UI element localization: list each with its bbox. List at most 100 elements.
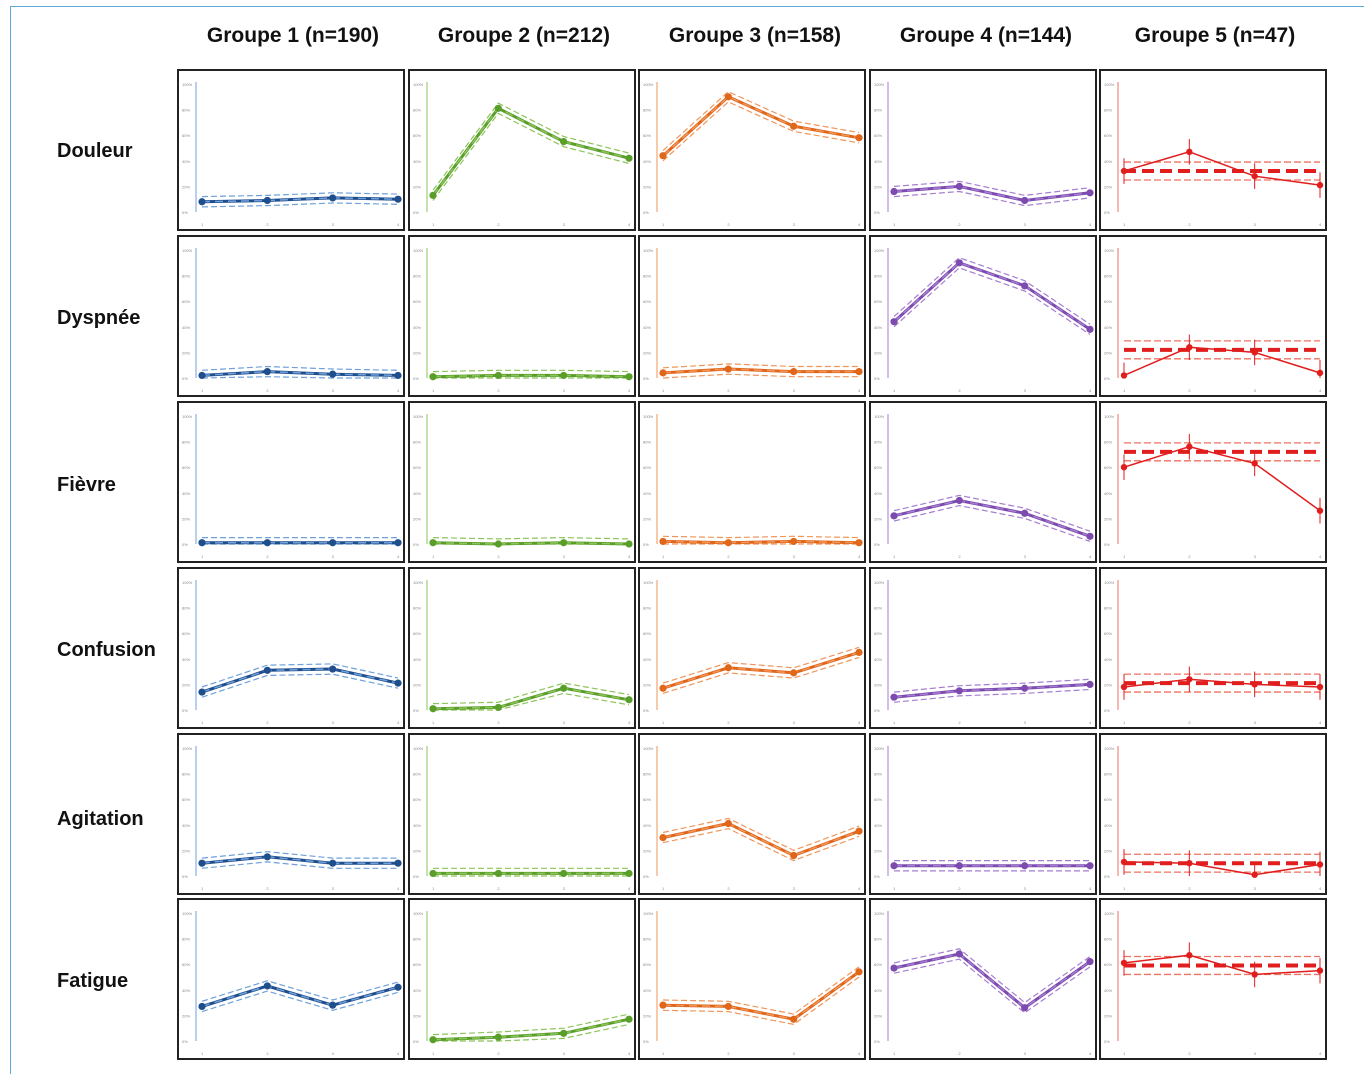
- panel-dyspnee-g2-y-tick: 80%: [413, 274, 421, 279]
- panel-dyspnee-g4-y-tick: 20%: [874, 350, 882, 355]
- panel-confusion-g3-x-tick: 4: [858, 720, 861, 725]
- panel-fatigue-g4-x-tick: 4: [1089, 1051, 1092, 1056]
- panel-fatigue-g1-x-tick: 2: [266, 1051, 269, 1056]
- figure-frame: [10, 6, 1364, 1074]
- panel-fievre-g1-point-2: [263, 539, 271, 547]
- panel-dyspnee-g3-point-4: [855, 368, 863, 376]
- panel-douleur-g2-point-3: [560, 138, 568, 146]
- panel-dyspnee-g4-point-3: [1021, 282, 1029, 290]
- panel-fievre-g3-point-3: [790, 537, 798, 546]
- panel-douleur-g3-point-4: [855, 134, 863, 142]
- panel-dyspnee-g3-point-3: [790, 368, 798, 376]
- panel-agitation-g1-ci-lower: [201, 861, 398, 869]
- panel-agitation-g5-x-tick: 1: [1123, 886, 1126, 891]
- panel-confusion-g4-point-2: [955, 687, 963, 695]
- panel-dyspnee-g4-ci-lower: [893, 267, 1091, 335]
- panel-fatigue-g4-y-tick: 100%: [874, 911, 885, 916]
- panel-confusion-g3-y-tick: 60%: [643, 631, 651, 636]
- panel-confusion-g1-y-tick: 0%: [182, 708, 188, 713]
- panel-fatigue-g1-x-tick: 4: [397, 1051, 400, 1056]
- panel-fatigue-g3-x-tick: 1: [662, 1051, 665, 1056]
- panel-fievre-g4-x-tick: 2: [958, 554, 961, 559]
- panel-confusion-g3-line: [662, 650, 860, 690]
- panel-fievre-g2-ci-upper: [432, 536, 630, 540]
- panel-agitation-g3-point-3: [790, 851, 798, 860]
- panel-agitation-g4-x-tick: 4: [1089, 886, 1092, 891]
- panel-fatigue-g1-y-tick: 100%: [182, 911, 193, 916]
- panel-agitation-g5-y-tick: 60%: [1104, 797, 1112, 802]
- panel-confusion-g4-x-tick: 2: [958, 720, 961, 725]
- panel-fievre-g5-x-tick: 3: [1254, 554, 1257, 559]
- panel-dyspnee-g5-x-tick: 3: [1254, 388, 1257, 393]
- panel-dyspnee-g2-frame: [408, 235, 636, 397]
- panel-dyspnee-g1-y-tick: 0%: [182, 376, 188, 381]
- panel-dyspnee-g3-ci-lower: [662, 373, 859, 379]
- panel-fatigue-g3-point-1: [659, 1001, 667, 1009]
- panel-confusion-g1-line: [201, 667, 399, 694]
- panel-douleur-g3-ci-upper: [662, 90, 860, 152]
- panel-fievre-g2-point-1: [429, 539, 437, 547]
- panel-douleur-g4-ci-lower: [893, 190, 1091, 207]
- panel-agitation-g5-frame: [1099, 733, 1327, 895]
- panel-fatigue-g4-point-4: [1086, 958, 1094, 966]
- panel-confusion-g3-x-tick: 2: [727, 720, 730, 725]
- panel-dyspnee-g1-point-2: [263, 368, 271, 376]
- panel-douleur-g1-y-tick: 0%: [182, 210, 188, 215]
- panel-fatigue-g2-y-tick: 0%: [413, 1039, 419, 1044]
- panel-douleur-g3-y-tick: 80%: [643, 108, 651, 113]
- panel-fatigue-g4-y-tick: 20%: [874, 1013, 882, 1018]
- panel-fatigue-g2-y-tick: 40%: [413, 988, 421, 993]
- panel-fatigue-g5-x-tick: 3: [1254, 1051, 1257, 1056]
- panel-douleur-g4-y-tick: 80%: [874, 108, 882, 113]
- panel-fievre-g1-y-tick: 100%: [182, 414, 193, 419]
- panel-douleur-g4-ci-upper: [893, 180, 1091, 197]
- panel-fatigue-g2-ci-lower: [433, 1023, 630, 1042]
- panel-dyspnee-g1-point-3: [329, 370, 337, 378]
- panel-dyspnee-g2-x-tick: 1: [432, 388, 435, 393]
- panel-douleur-g2-point-4: [625, 154, 633, 162]
- symptom-label-fatigue: Fatigue: [57, 970, 129, 992]
- panel-agitation-g2-point-2: [494, 869, 502, 878]
- panel-douleur-g1-y-tick: 80%: [182, 108, 190, 113]
- panel-agitation-g2-x-tick: 2: [497, 886, 500, 891]
- panel-dyspnee-g1-y-tick: 40%: [182, 325, 190, 330]
- panel-fatigue-g2-ci-upper: [432, 1013, 630, 1036]
- panel-agitation-g1-y-tick: 100%: [182, 746, 193, 751]
- panel-douleur-g5-line: [1123, 151, 1321, 186]
- panel-agitation-g5-point-2: [1186, 860, 1193, 867]
- panel-agitation-g1-point-3: [329, 859, 337, 867]
- panel-fatigue-g1-x-tick: 3: [332, 1051, 335, 1056]
- panel-confusion-g2-x-tick: 1: [432, 720, 435, 725]
- panel-agitation-g1-y-tick: 20%: [182, 848, 190, 853]
- panel-agitation-g2-y-tick: 60%: [413, 797, 421, 802]
- panel-confusion-g3-y-tick: 20%: [643, 682, 651, 687]
- panel-confusion-g2-fit: [432, 687, 630, 710]
- panel-dyspnee-g5-point-4: [1316, 369, 1324, 377]
- panel-agitation-g4-y-tick: 100%: [874, 746, 885, 751]
- panel-confusion-g5-y-tick: 80%: [1104, 606, 1112, 611]
- panel-agitation-g1-point-2: [263, 853, 271, 861]
- panel-confusion-g3-point-1: [659, 684, 667, 692]
- panel-confusion-g5-y-tick: 40%: [1104, 657, 1112, 662]
- panel-agitation-g1-y-tick: 0%: [182, 874, 188, 879]
- panel-douleur-g4-point-4: [1086, 189, 1094, 197]
- panel-agitation-g5-point-4: [1316, 861, 1324, 868]
- panel-fievre-g2-x-tick: 2: [497, 554, 500, 559]
- panel-dyspnee-g2-point-1: [429, 373, 437, 381]
- panel-fievre-g3-point-2: [724, 539, 732, 547]
- panel-fievre-g2-point-4: [625, 540, 633, 548]
- panel-fatigue-g3-y-tick: 60%: [643, 962, 651, 967]
- panel-fievre-g3-x-tick: 1: [662, 554, 665, 559]
- panel-fatigue-g2-fit: [432, 1018, 630, 1041]
- symptom-label-agitation: Agitation: [57, 808, 144, 830]
- panel-agitation-g4-x-tick: 2: [958, 886, 961, 891]
- panel-douleur-g3-point-3: [790, 122, 798, 130]
- panel-confusion-g1-y-tick: 80%: [182, 606, 190, 611]
- panel-dyspnee-g2-y-tick: 20%: [413, 350, 421, 355]
- panel-fievre-g4-fit: [893, 499, 1091, 538]
- panel-agitation-g5-x-tick: 3: [1254, 886, 1257, 891]
- panel-agitation-g3-x-tick: 1: [662, 886, 665, 891]
- panel-agitation-g1-point-1: [198, 859, 206, 867]
- panel-agitation-g4-y-tick: 60%: [874, 797, 882, 802]
- panel-fatigue-g5-line: [1123, 954, 1321, 976]
